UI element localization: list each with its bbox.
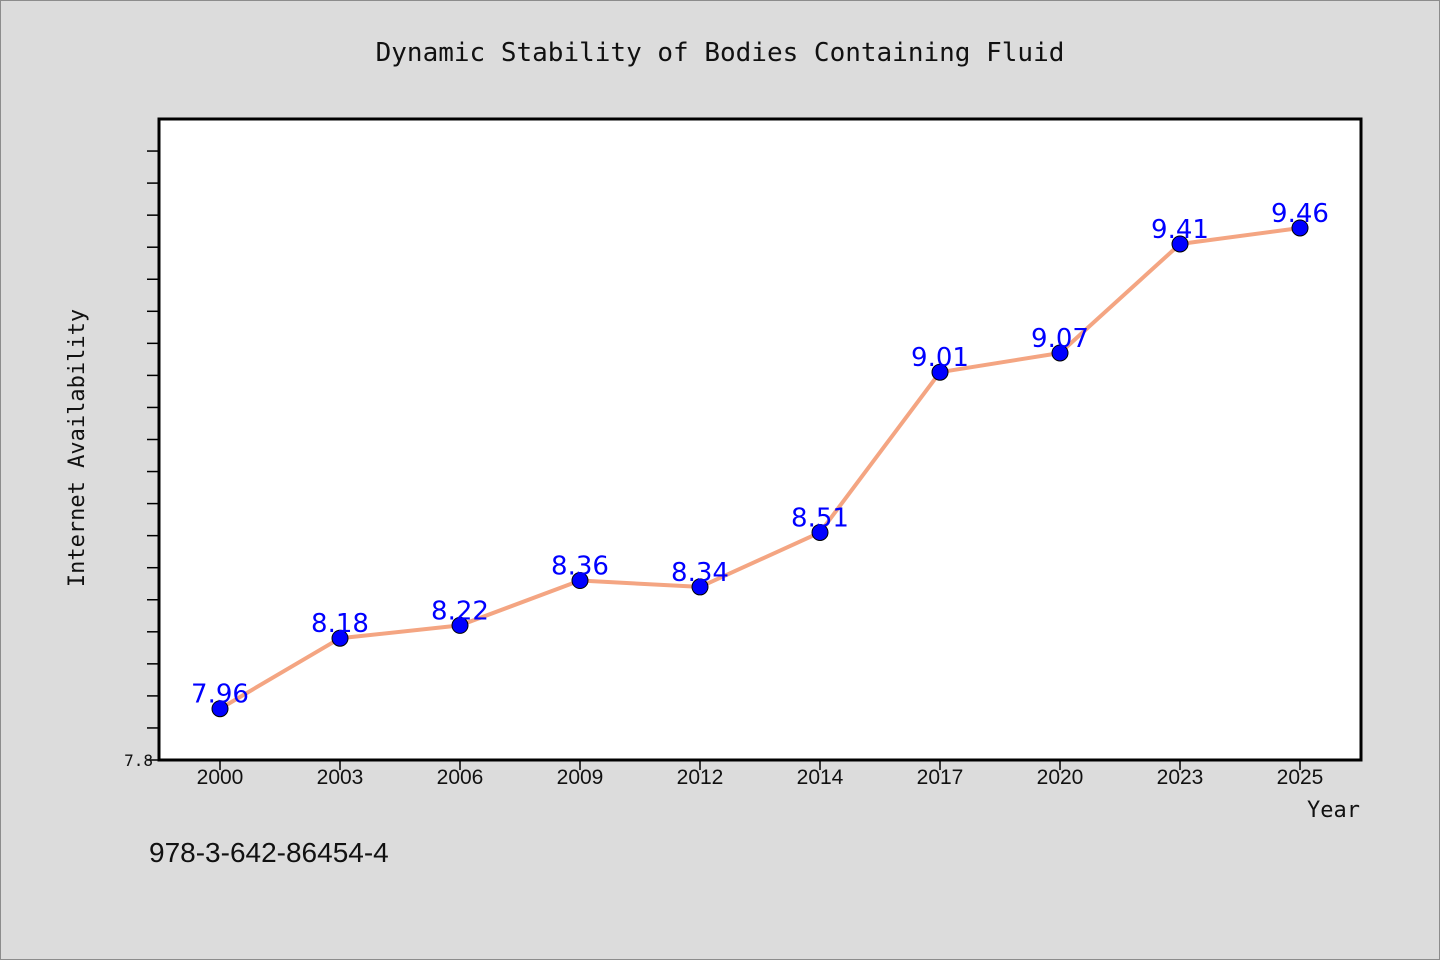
data-label: 9.07 — [1031, 324, 1089, 354]
series-layer: 7.96 8.18 8.22 8.36 8.34 8.51 9.01 9.07 9.41 9.46 — [191, 199, 1329, 718]
x-tick-label: 2012 — [677, 766, 724, 789]
y-tick-label: 7.8 — [124, 751, 153, 770]
x-tick-label: 2003 — [317, 766, 364, 789]
x-tick-label: 2023 — [1157, 766, 1204, 789]
x-tick-label: 2000 — [197, 766, 244, 789]
data-label: 9.46 — [1271, 199, 1329, 229]
x-tick-label: 2009 — [557, 766, 604, 789]
x-axis-ticks: 2000 2003 2006 2009 2012 2014 2017 2020 2023 2025 — [197, 760, 1324, 789]
data-point — [1171, 235, 1189, 253]
data-point — [691, 578, 709, 596]
data-label: 9.41 — [1151, 215, 1209, 245]
data-point — [331, 629, 349, 647]
series-line — [218, 225, 1301, 711]
y-axis-ticks: 7.8 — [124, 150, 159, 770]
x-tick-label: 2006 — [437, 766, 484, 789]
data-point — [1051, 344, 1069, 362]
isbn-text: 978-3-642-86454-4 — [149, 837, 389, 868]
x-tick-label: 2020 — [1037, 766, 1084, 789]
plot-area — [157, 117, 1363, 762]
data-label: 8.36 — [551, 552, 609, 582]
data-label: 8.18 — [311, 609, 369, 639]
data-label: 9.01 — [911, 343, 969, 373]
data-label: 8.22 — [431, 596, 489, 626]
x-axis-label: Year — [1307, 798, 1360, 823]
data-point — [571, 572, 589, 590]
x-tick-label: 2025 — [1277, 766, 1324, 789]
x-tick-label: 2014 — [797, 766, 844, 789]
data-point — [1291, 219, 1309, 237]
data-point — [211, 700, 229, 718]
chart-title: Dynamic Stability of Bodies Containing F… — [376, 38, 1065, 68]
y-axis-label: Internet Availability — [65, 309, 90, 587]
data-point — [931, 363, 949, 381]
data-label: 7.96 — [191, 680, 249, 710]
data-label: 8.34 — [671, 558, 729, 588]
x-tick-label: 2017 — [917, 766, 964, 789]
data-point — [811, 523, 829, 541]
data-label: 8.51 — [791, 503, 849, 533]
data-point — [451, 616, 469, 634]
